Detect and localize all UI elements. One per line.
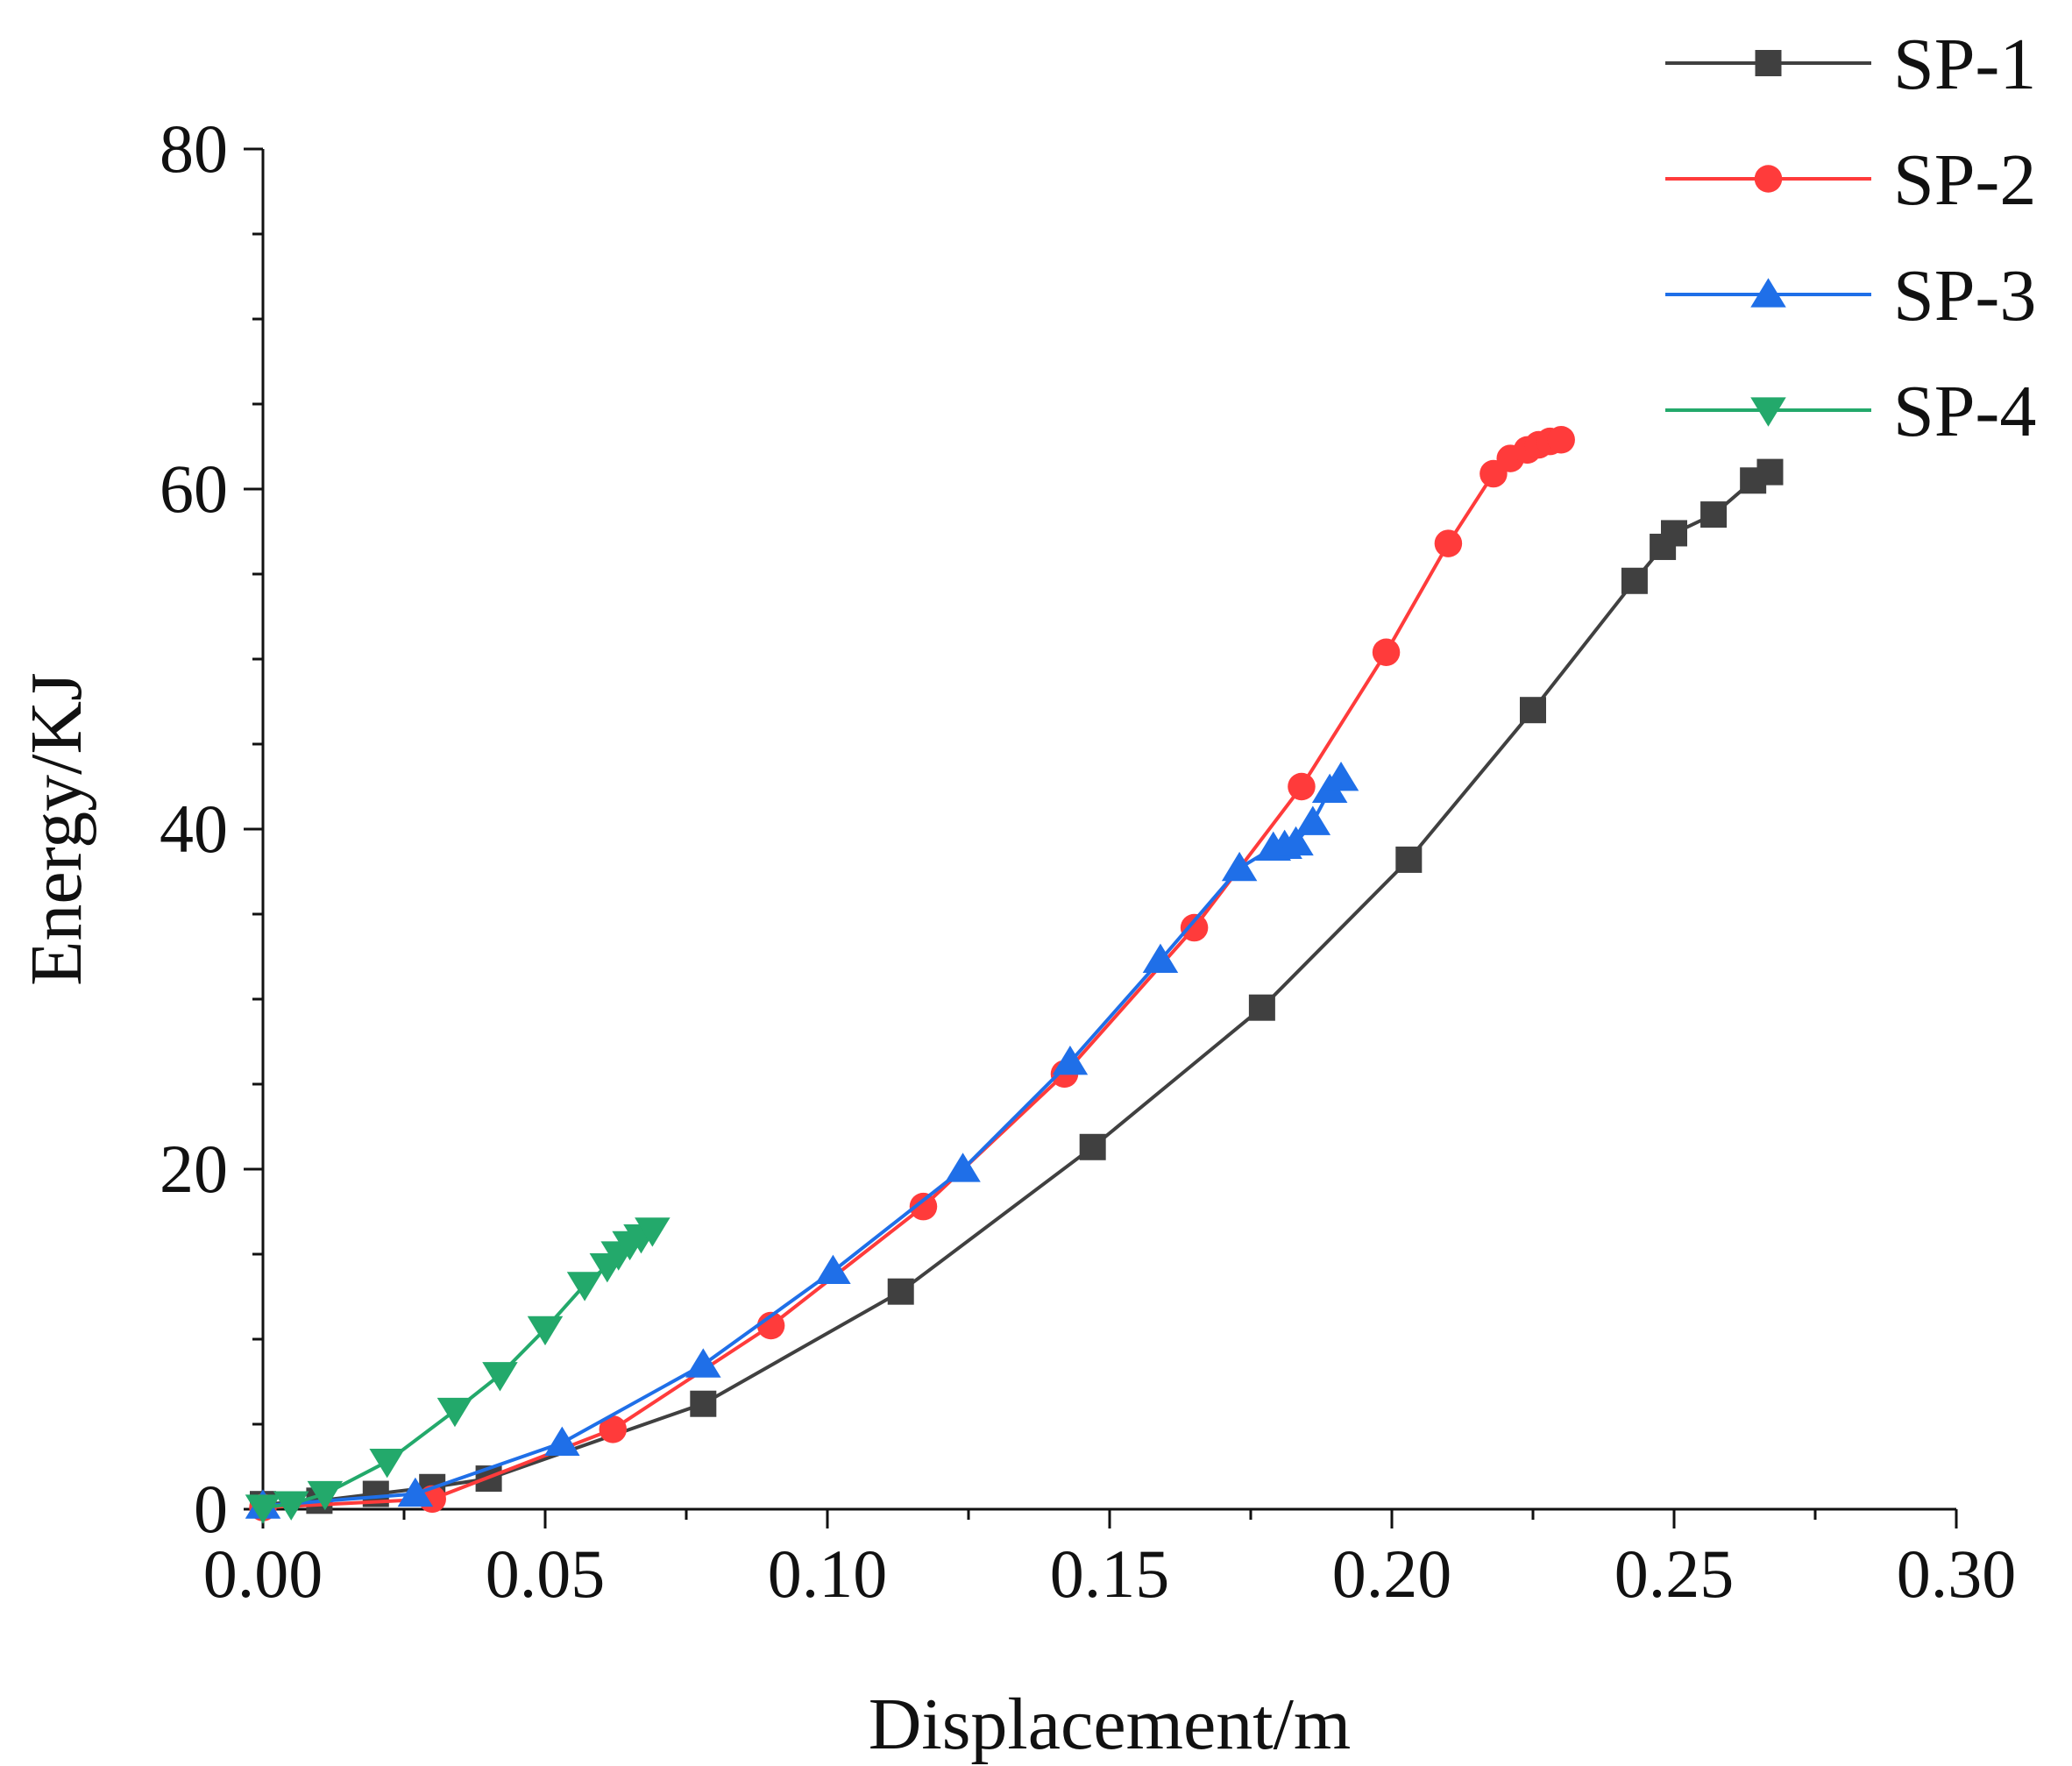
data-point-sp-2 [909, 1192, 938, 1221]
x-tick-label: 0.00 [203, 1535, 323, 1612]
data-point-sp-2 [756, 1311, 785, 1340]
data-point-sp-2 [1547, 425, 1575, 454]
x-tick-label: 0.20 [1332, 1535, 1452, 1612]
x-tick-label: 0.25 [1614, 1535, 1735, 1612]
y-tick-label: 40 [160, 791, 228, 867]
legend-item-sp-2: SP-2 [1665, 139, 2036, 221]
series-sp-3 [245, 762, 1359, 1519]
legend-item-sp-1: SP-1 [1665, 24, 2036, 105]
legend-marker-sp-2 [1754, 165, 1783, 193]
data-point-sp-4 [369, 1449, 405, 1479]
series-sp-1 [250, 458, 1784, 1518]
data-point-sp-3 [1295, 805, 1331, 835]
data-point-sp-4 [307, 1480, 344, 1511]
data-point-sp-4 [245, 1494, 281, 1524]
x-axis-title: Displacement/m [869, 1684, 1352, 1765]
data-point-sp-1 [1248, 994, 1275, 1021]
legend-label-sp-1: SP-1 [1893, 24, 2036, 105]
legend-item-sp-4: SP-4 [1665, 371, 2036, 452]
data-point-sp-3 [397, 1477, 434, 1507]
legend-marker-sp-1 [1755, 50, 1782, 76]
x-tick-label: 0.05 [486, 1535, 606, 1612]
x-tick-label: 0.30 [1897, 1535, 2017, 1612]
data-point-sp-2 [1434, 529, 1463, 557]
legend: SP-1 SP-2 SP-3 SP-4 [1665, 24, 2036, 452]
legend-label-sp-2: SP-2 [1893, 139, 2036, 221]
data-point-sp-1 [1661, 520, 1687, 547]
legend-label-sp-4: SP-4 [1893, 371, 2036, 452]
data-point-sp-4 [482, 1362, 518, 1392]
data-point-sp-2 [1288, 772, 1316, 801]
series-line-sp-2 [262, 437, 1562, 1510]
data-point-sp-1 [1395, 846, 1423, 873]
series-sp-2 [249, 425, 1575, 1521]
data-point-sp-1 [690, 1390, 717, 1417]
series-line-sp-4 [262, 1229, 654, 1510]
data-point-sp-3 [544, 1426, 580, 1456]
data-point-sp-1 [1520, 697, 1546, 724]
data-point-sp-3 [815, 1254, 851, 1285]
data-point-sp-3 [1221, 851, 1258, 882]
data-point-sp-1 [1756, 458, 1784, 486]
data-point-sp-2 [599, 1415, 628, 1443]
data-point-sp-4 [527, 1316, 564, 1346]
data-point-sp-3 [1278, 826, 1314, 856]
series-line-sp-1 [262, 470, 1771, 1507]
data-point-sp-4 [436, 1397, 473, 1428]
axes: 0.00 0.05 0.10 0.15 0.20 0.25 0.30 0 20 40 60 80 [160, 110, 2016, 1612]
data-point-sp-2 [1372, 638, 1401, 666]
series-line-sp-3 [262, 777, 1343, 1508]
data-point-sp-3 [685, 1348, 721, 1378]
data-point-sp-3 [1052, 1046, 1089, 1075]
data-point-sp-1 [1700, 501, 1728, 528]
data-point-sp-1 [887, 1278, 914, 1305]
plot-area [245, 425, 1784, 1524]
y-axis-title: Energy/KJ [16, 672, 97, 986]
data-point-sp-4 [566, 1272, 603, 1301]
y-tick-label: 60 [160, 450, 228, 527]
y-tick-label: 80 [160, 110, 228, 187]
y-tick-label: 20 [160, 1131, 228, 1207]
legend-label-sp-3: SP-3 [1893, 255, 2036, 337]
legend-marker-sp-3 [1750, 278, 1786, 308]
y-tick-label: 0 [194, 1471, 228, 1547]
data-point-sp-3 [1323, 762, 1359, 791]
data-point-sp-2 [1180, 913, 1209, 942]
data-point-sp-3 [945, 1153, 981, 1182]
legend-item-sp-3: SP-3 [1665, 255, 2036, 337]
data-point-sp-4 [635, 1217, 671, 1247]
legend-marker-sp-4 [1750, 397, 1786, 427]
series-sp-4 [245, 1217, 671, 1524]
data-point-sp-4 [273, 1491, 309, 1521]
data-point-sp-1 [1621, 567, 1648, 594]
data-point-sp-1 [1079, 1133, 1106, 1160]
data-point-sp-3 [1142, 943, 1179, 974]
x-tick-label: 0.10 [768, 1535, 888, 1612]
x-tick-label: 0.15 [1050, 1535, 1170, 1612]
